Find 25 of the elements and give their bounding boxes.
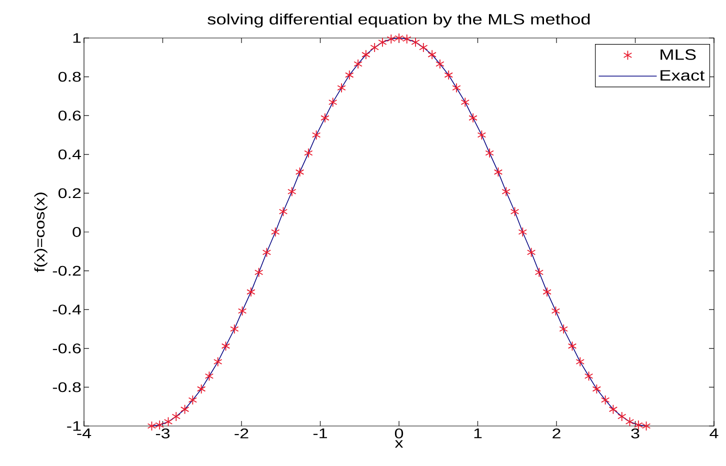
- y-tick-label: 0.2: [58, 188, 81, 198]
- y-axis-title: f(x)=cos(x): [34, 192, 48, 272]
- x-tick-label: 3: [631, 428, 640, 438]
- x-tick-label: -2: [234, 428, 248, 438]
- y-tick-label: -0.2: [52, 266, 81, 276]
- y-tick-label: -0.8: [52, 382, 81, 392]
- x-tick-label: -1: [313, 428, 327, 438]
- y-tick-label: 0: [72, 227, 81, 237]
- x-tick-label: 4: [710, 428, 718, 438]
- legend-label: MLS: [660, 49, 696, 60]
- x-tick-label: 2: [552, 428, 560, 438]
- y-tick-label: 0.8: [58, 72, 81, 82]
- y-tick-label: -0.4: [52, 304, 81, 315]
- y-tick-label: 0.4: [58, 149, 81, 160]
- x-tick-label: -4: [77, 428, 92, 438]
- y-tick-label: -0.6: [52, 343, 81, 354]
- chart-title: solving differential equation by the MLS method: [208, 14, 590, 28]
- x-tick-label: 0: [394, 428, 404, 438]
- y-tick-label: 1: [73, 33, 81, 43]
- legend-label: Exact: [660, 70, 705, 81]
- y-tick-label: -1: [67, 421, 81, 431]
- x-axis-title: x: [394, 440, 404, 448]
- x-tick-label: 1: [474, 428, 482, 438]
- x-tick-label: -3: [156, 428, 170, 438]
- y-tick-label: 0.6: [58, 110, 81, 121]
